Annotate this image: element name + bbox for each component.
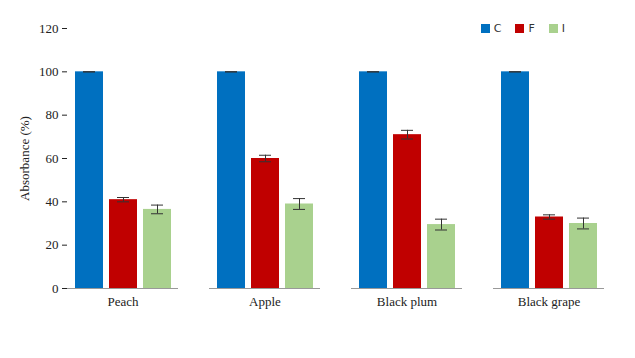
svg-text:20: 20 — [46, 237, 59, 252]
svg-text:0: 0 — [52, 281, 59, 296]
html-text:C: C — [493, 22, 502, 35]
svg-text:Black plum: Black plum — [377, 294, 437, 309]
svg-text:100: 100 — [39, 64, 59, 79]
svg-text:60: 60 — [46, 151, 59, 166]
svg-text:80: 80 — [46, 107, 59, 122]
html-text:I: I — [561, 22, 565, 35]
svg-text:Apple: Apple — [249, 294, 281, 309]
svg-text:120: 120 — [39, 21, 59, 36]
svg-text:Peach: Peach — [107, 294, 139, 309]
svg-text:Black grape: Black grape — [518, 294, 581, 309]
svg-text:40: 40 — [46, 194, 59, 209]
svg-text:Absorbance (%): Absorbance (%) — [17, 116, 32, 201]
html-text:F: F — [528, 22, 535, 35]
